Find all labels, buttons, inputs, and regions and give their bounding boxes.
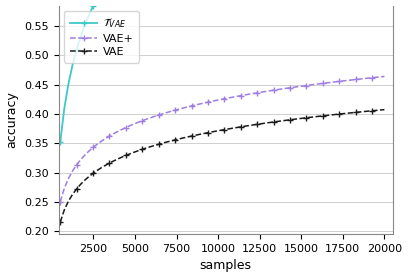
Line: $\mathcal{T}_{VAE}$: $\mathcal{T}_{VAE}$ <box>58 0 387 145</box>
VAE+ <box>202 101 206 105</box>
VAE+ <box>279 87 284 91</box>
Line: VAE+: VAE+ <box>58 74 387 205</box>
Legend: $\mathcal{T}_{VAE}$, VAE+, VAE: $\mathcal{T}_{VAE}$, VAE+, VAE <box>64 11 140 63</box>
X-axis label: samples: samples <box>200 259 252 272</box>
VAE <box>202 132 206 135</box>
VAE <box>267 121 272 124</box>
VAE <box>251 123 255 126</box>
$\mathcal{T}_{VAE}$ <box>58 140 63 144</box>
VAE <box>345 111 350 115</box>
VAE <box>279 119 284 123</box>
VAE <box>58 220 63 224</box>
VAE+ <box>58 200 63 203</box>
VAE <box>255 123 259 126</box>
VAE+ <box>382 75 387 78</box>
VAE <box>382 108 387 111</box>
Line: VAE: VAE <box>58 107 387 225</box>
VAE+ <box>251 92 255 95</box>
Y-axis label: accuracy: accuracy <box>6 91 18 148</box>
VAE+ <box>255 91 259 95</box>
VAE+ <box>345 79 350 82</box>
VAE+ <box>267 89 272 93</box>
